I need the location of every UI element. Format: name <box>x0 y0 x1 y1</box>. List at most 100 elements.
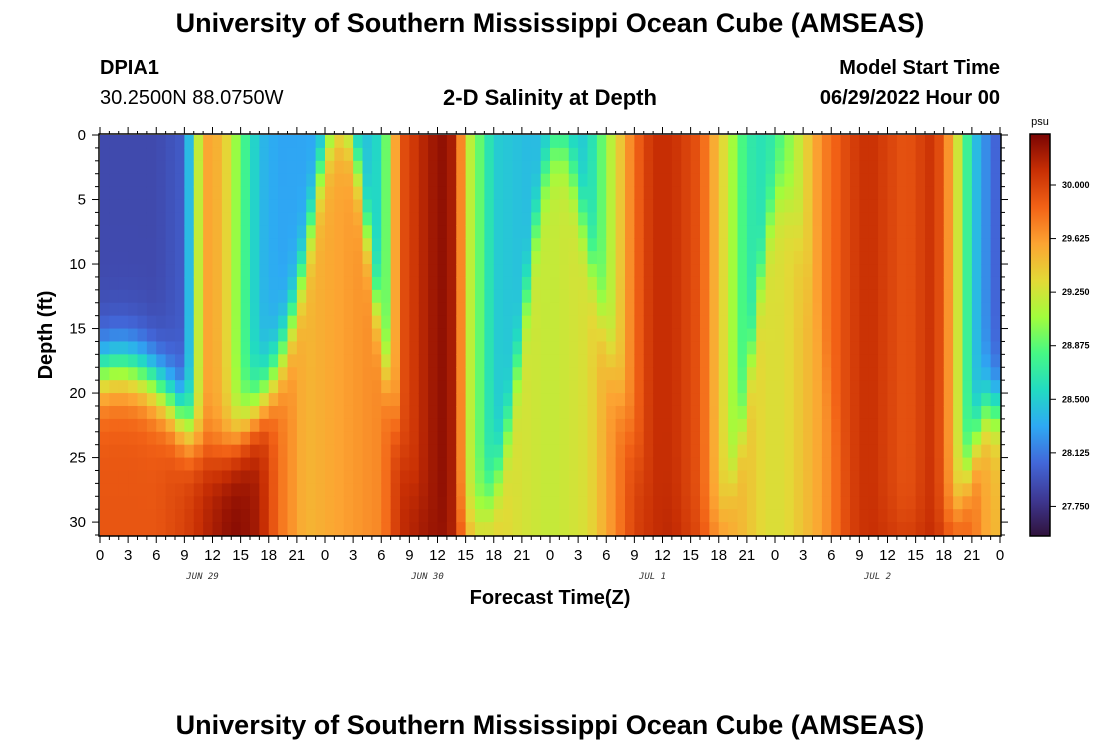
heatmap-cell <box>906 380 917 394</box>
heatmap-cell <box>156 212 167 226</box>
heatmap-cell <box>765 302 776 317</box>
heatmap-cell <box>296 225 307 239</box>
heatmap-cell <box>943 393 954 407</box>
heatmap-cell <box>156 315 167 330</box>
heatmap-cell <box>362 444 373 459</box>
heatmap-cell <box>353 341 364 355</box>
heatmap-cell <box>896 238 907 252</box>
heatmap-cell <box>128 418 139 433</box>
heatmap-cell <box>953 328 964 343</box>
heatmap-cell <box>484 173 495 188</box>
heatmap-cell <box>728 354 739 368</box>
heatmap-cell <box>784 354 795 368</box>
x-tick-label: 12 <box>654 547 671 564</box>
heatmap-cell <box>568 135 579 149</box>
heatmap-cell <box>362 238 373 252</box>
heatmap-cell <box>146 135 157 149</box>
heatmap-cell <box>240 160 251 175</box>
heatmap-cell <box>634 405 645 420</box>
heatmap-cell <box>390 380 401 394</box>
heatmap-cell <box>193 199 204 214</box>
heatmap-cell <box>643 289 654 304</box>
heatmap-cell <box>146 199 157 214</box>
heatmap-cell <box>896 147 907 162</box>
heatmap-cell <box>146 367 157 381</box>
heatmap-cell <box>793 302 804 317</box>
heatmap-cell <box>596 483 607 497</box>
heatmap-cell <box>418 147 429 162</box>
heatmap-cell <box>812 302 823 317</box>
heatmap-cell <box>156 522 167 536</box>
heatmap-cell <box>512 289 523 304</box>
heatmap-cell <box>437 186 448 201</box>
heatmap-cell <box>512 147 523 162</box>
heatmap-cell <box>943 444 954 459</box>
heatmap-cell <box>671 199 682 214</box>
heatmap-cell <box>325 147 335 162</box>
heatmap-cell <box>700 251 710 265</box>
heatmap-cell <box>812 393 823 407</box>
heatmap-cell <box>353 289 364 304</box>
heatmap-cell <box>578 522 589 536</box>
heatmap-cell <box>812 186 823 201</box>
heatmap-cell <box>146 264 157 278</box>
heatmap-cell <box>643 147 654 162</box>
heatmap-cell <box>175 251 185 265</box>
heatmap-cell <box>362 354 373 368</box>
heatmap-cell <box>775 380 785 394</box>
heatmap-cell <box>653 251 664 265</box>
heatmap-cell <box>775 444 785 459</box>
heatmap-cell <box>878 199 889 214</box>
heatmap-cell <box>343 405 354 420</box>
heatmap-cell <box>343 199 354 214</box>
heatmap-cell <box>821 251 832 265</box>
heatmap-cell <box>334 160 345 175</box>
heatmap-cell <box>690 212 701 226</box>
heatmap-cell <box>465 315 476 330</box>
heatmap-cell <box>559 367 570 381</box>
heatmap-cell <box>981 522 992 536</box>
heatmap-cell <box>821 354 832 368</box>
heatmap-cell <box>943 186 954 201</box>
y-tick-label: 20 <box>69 385 86 402</box>
heatmap-cell <box>709 380 720 394</box>
heatmap-cell <box>831 238 842 252</box>
heatmap-cell <box>962 135 973 149</box>
heatmap-cell <box>831 341 842 355</box>
heatmap-cell <box>634 418 645 433</box>
heatmap-cell <box>934 341 945 355</box>
heatmap-cell <box>240 393 251 407</box>
heatmap-cell <box>278 483 289 497</box>
heatmap-cell <box>690 160 701 175</box>
heatmap-cell <box>878 147 889 162</box>
heatmap-cell <box>231 160 242 175</box>
heatmap-cell <box>353 380 364 394</box>
heatmap-cell <box>643 173 654 188</box>
heatmap-cell <box>990 238 1001 252</box>
heatmap-cell <box>184 238 195 252</box>
heatmap-cell <box>925 341 935 355</box>
heatmap-cell <box>175 212 185 226</box>
x-tick-label: 15 <box>682 547 699 564</box>
heatmap-cell <box>596 289 607 304</box>
heatmap-cell <box>362 522 373 536</box>
heatmap-cell <box>756 264 767 278</box>
day-label: JUL 2 <box>863 572 891 582</box>
heatmap-cell <box>812 160 823 175</box>
heatmap-cell <box>437 367 448 381</box>
heatmap-cell <box>156 276 167 291</box>
heatmap-cell <box>118 328 129 343</box>
x-tick-label: 12 <box>204 547 221 564</box>
heatmap-cell <box>634 251 645 265</box>
heatmap-cell <box>953 380 964 394</box>
heatmap-cell <box>184 418 195 433</box>
heatmap-cell <box>681 135 692 149</box>
heatmap-cell <box>484 238 495 252</box>
heatmap-cell <box>765 186 776 201</box>
heatmap-cell <box>915 199 926 214</box>
heatmap-cell <box>690 186 701 201</box>
heatmap-cell <box>193 431 204 446</box>
heatmap-cell <box>765 328 776 343</box>
heatmap-cell <box>756 496 767 510</box>
heatmap-cell <box>681 393 692 407</box>
